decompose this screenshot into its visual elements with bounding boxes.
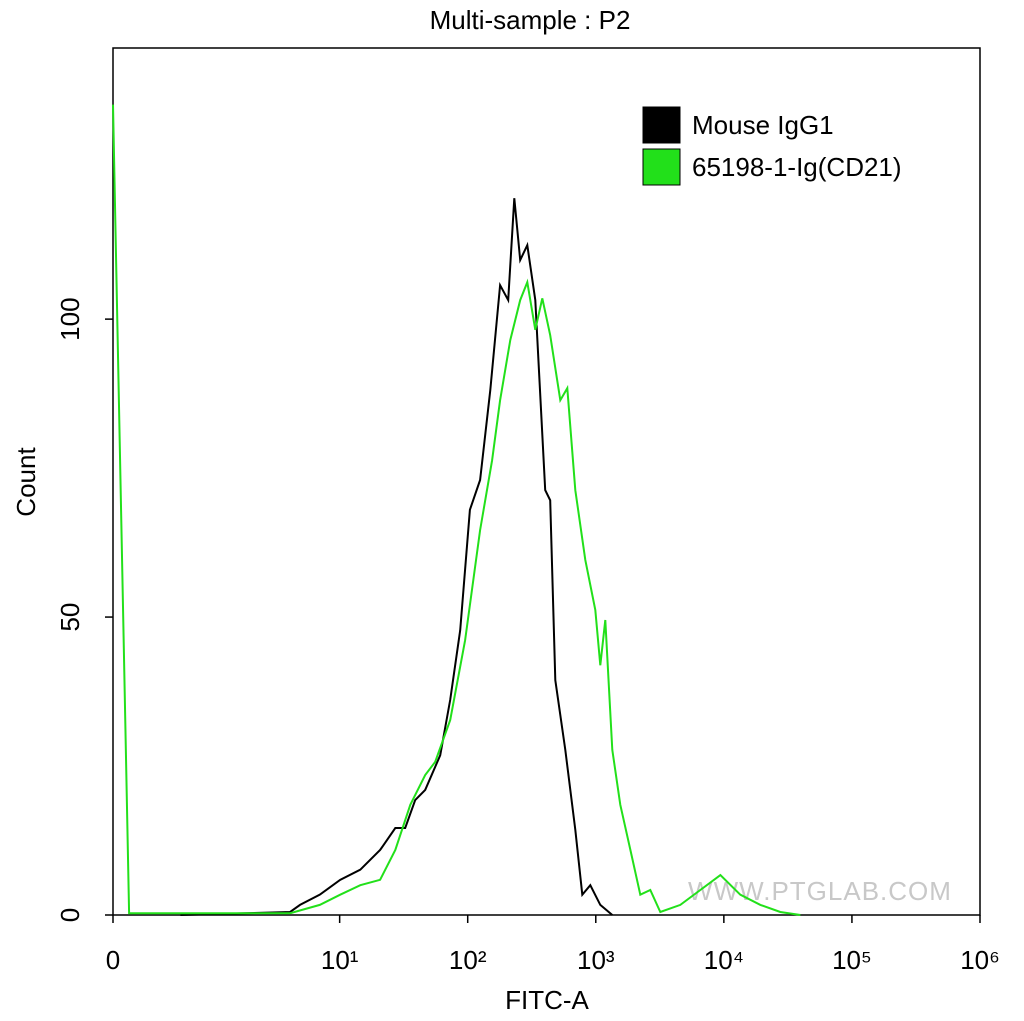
legend-label: 65198-1-Ig(CD21) xyxy=(692,152,902,182)
plot-frame xyxy=(112,47,981,916)
y-tick-label: 100 xyxy=(55,297,85,340)
y-tick-label: 50 xyxy=(55,603,85,632)
y-axis-label: Count xyxy=(11,447,41,517)
watermark: WWW.PTGLAB.COM xyxy=(688,876,952,906)
histogram-line xyxy=(180,198,613,916)
legend-label: Mouse IgG1 xyxy=(692,110,834,140)
legend-swatch xyxy=(642,148,681,186)
x-axis-label: FITC-A xyxy=(505,985,589,1015)
x-tick-label: 10³ xyxy=(577,945,615,975)
chart-title: Multi-sample : P2 xyxy=(430,5,631,35)
x-tick-label: 10⁶ xyxy=(960,945,1000,975)
x-tick-label: 10⁵ xyxy=(832,945,872,975)
x-tick-label: 10⁴ xyxy=(704,945,744,975)
histogram-line xyxy=(112,104,801,916)
x-tick-label: 10² xyxy=(449,945,487,975)
x-tick-label: 10¹ xyxy=(321,945,359,975)
y-tick-label: 0 xyxy=(55,908,85,922)
legend-swatch xyxy=(642,106,681,144)
x-tick-label: 0 xyxy=(106,945,120,975)
